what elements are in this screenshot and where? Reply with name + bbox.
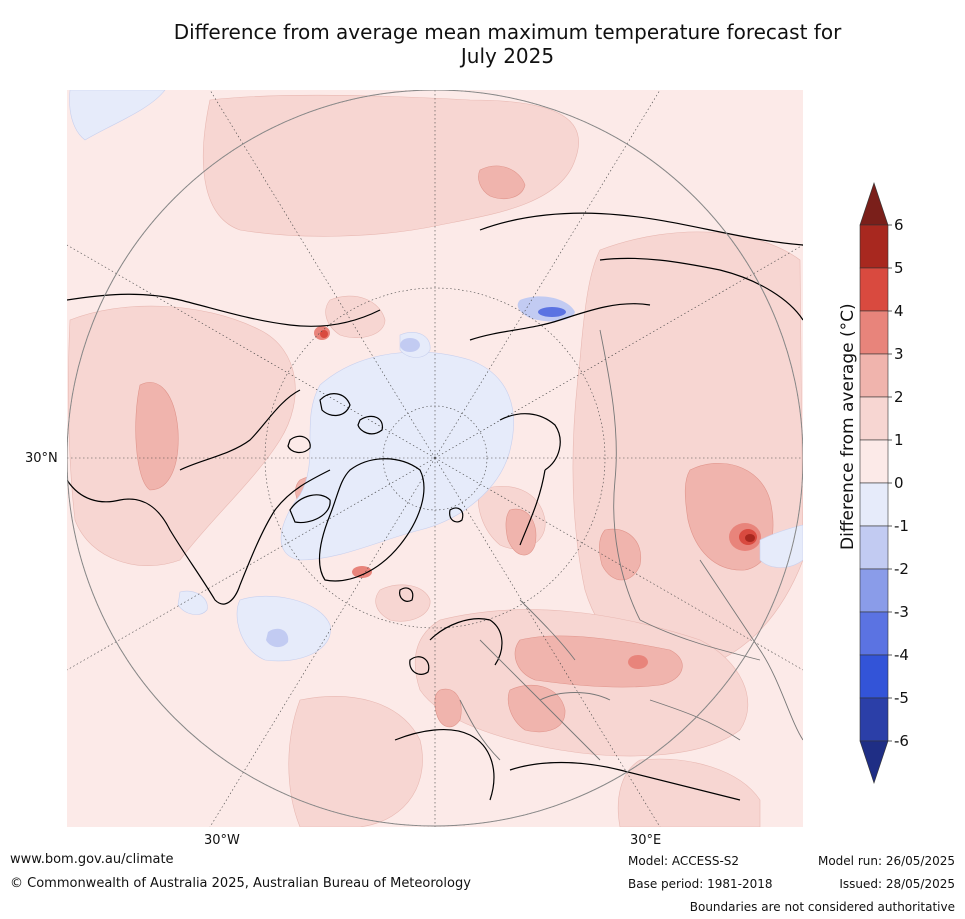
colorbar-extend-max [859, 182, 889, 226]
colorbar-swatches [859, 182, 889, 784]
colorbar-swatch [859, 396, 889, 441]
colorbar-swatch [859, 439, 889, 484]
lon-label-30w: 30°W [204, 833, 240, 848]
colorbar-swatch [859, 611, 889, 656]
anomaly-band-neg-2-4 [538, 307, 566, 317]
colorbar-tick-label: 1 [894, 431, 904, 449]
colorbar-tick-label: 6 [894, 216, 904, 234]
colorbar-tick-label: -1 [894, 517, 909, 535]
colorbar-tick-label: 4 [894, 302, 904, 320]
country-borders [459, 329, 803, 761]
chart-title: Difference from average mean maximum tem… [60, 20, 955, 68]
colorbar-swatch [859, 568, 889, 613]
colorbar-tick-label: -5 [894, 689, 909, 707]
colorbar-tick-label: -2 [894, 560, 909, 578]
colorbar-ticks: 6 5 4 3 2 1 0 -1 -2 -3 -4 -5 -6 [888, 216, 909, 750]
footer-model-run: Model run: 26/05/2025 [817, 854, 955, 868]
colorbar-swatch [859, 697, 889, 742]
graticule [67, 90, 803, 827]
footer-website[interactable]: www.bom.gov.au/climate [10, 852, 174, 867]
colorbar-tick-label: 5 [894, 259, 904, 277]
footer-issued: Issued: 28/05/2025 [839, 877, 955, 891]
lon-label-30e: 30°E [630, 833, 662, 848]
colorbar-swatch [859, 482, 889, 527]
anomaly-band-4-6 [320, 330, 757, 545]
colorbar-extend-min [859, 740, 889, 784]
colorbar-tick-label: 3 [894, 345, 904, 363]
footer-model: Model: ACCESS-S2 [628, 854, 740, 868]
colorbar-swatch [859, 224, 889, 269]
map-content [67, 90, 803, 827]
colorbar-swatch [859, 267, 889, 312]
colorbar-swatch [859, 525, 889, 570]
colorbar: 6 5 4 3 2 1 0 -1 -2 -3 -4 -5 -6 [859, 182, 909, 784]
anomaly-band-1-2 [68, 94, 803, 827]
colorbar-tick-label: -6 [894, 732, 909, 750]
colorbar-swatch [859, 654, 889, 699]
title-line-2: July 2025 [460, 44, 555, 68]
colorbar-tick-label: -3 [894, 603, 909, 621]
footer-boundaries: Boundaries are not considered authoritat… [689, 900, 955, 914]
colorbar-tick-label: 0 [894, 474, 904, 492]
colorbar-label: Difference from average (°C) [838, 303, 858, 550]
colorbar-swatch [859, 310, 889, 355]
footer-copyright: © Commonwealth of Australia 2025, Austra… [10, 876, 471, 891]
lat-label-30n: 30°N [25, 451, 58, 466]
colorbar-tick-label: -4 [894, 646, 909, 664]
graticule-outer [67, 90, 803, 827]
colorbar-tick-label: 2 [894, 388, 904, 406]
footer-base-period: Base period: 1981-2018 [628, 877, 773, 891]
coastlines [67, 212, 803, 801]
colorbar-swatch [859, 353, 889, 398]
title-line-1: Difference from average mean maximum tem… [173, 20, 842, 44]
